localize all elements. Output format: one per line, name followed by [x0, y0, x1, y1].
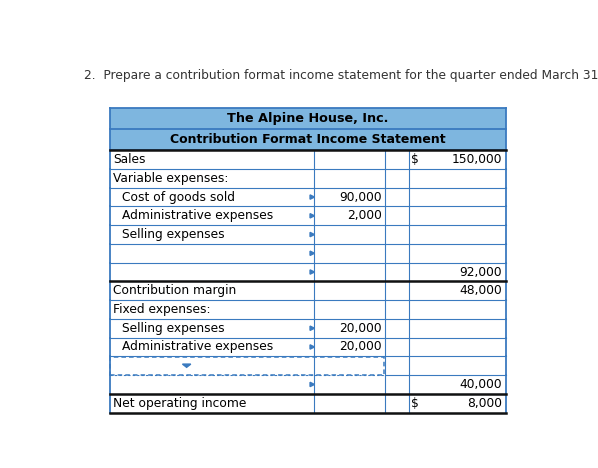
Polygon shape	[310, 195, 315, 199]
Text: 48,000: 48,000	[459, 284, 502, 297]
Polygon shape	[310, 345, 315, 349]
Text: Contribution margin: Contribution margin	[113, 284, 236, 297]
Text: 150,000: 150,000	[451, 153, 502, 166]
Bar	[110, 357, 385, 375]
Text: Contribution Format Income Statement: Contribution Format Income Statement	[170, 133, 446, 146]
Text: 90,000: 90,000	[340, 190, 382, 204]
Text: 8,000: 8,000	[467, 397, 502, 410]
Text: Cost of goods sold: Cost of goods sold	[123, 190, 236, 204]
Text: Selling expenses: Selling expenses	[123, 322, 225, 335]
Text: Administrative expenses: Administrative expenses	[123, 209, 274, 222]
Text: $: $	[411, 397, 418, 410]
Text: 2,000: 2,000	[347, 209, 382, 222]
Text: Variable expenses:: Variable expenses:	[113, 172, 228, 185]
Text: The Alpine House, Inc.: The Alpine House, Inc.	[227, 112, 388, 125]
Text: Selling expenses: Selling expenses	[123, 228, 225, 241]
Polygon shape	[310, 382, 315, 387]
Polygon shape	[182, 364, 191, 367]
Polygon shape	[310, 251, 315, 256]
Bar	[109, 150, 506, 413]
Polygon shape	[310, 233, 315, 237]
Text: $: $	[411, 153, 418, 166]
Text: 2.  Prepare a contribution format income statement for the quarter ended March 3: 2. Prepare a contribution format income …	[84, 69, 598, 82]
Bar	[109, 109, 506, 150]
Polygon shape	[310, 326, 315, 330]
Text: Sales: Sales	[113, 153, 146, 166]
Text: 20,000: 20,000	[340, 341, 382, 353]
Text: Fixed expenses:: Fixed expenses:	[113, 303, 210, 316]
Polygon shape	[310, 213, 315, 218]
Text: Administrative expenses: Administrative expenses	[123, 341, 274, 353]
Polygon shape	[310, 270, 315, 274]
Text: 92,000: 92,000	[459, 265, 502, 278]
Text: 40,000: 40,000	[459, 378, 502, 391]
Text: 20,000: 20,000	[340, 322, 382, 335]
Text: Net operating income: Net operating income	[113, 397, 246, 410]
